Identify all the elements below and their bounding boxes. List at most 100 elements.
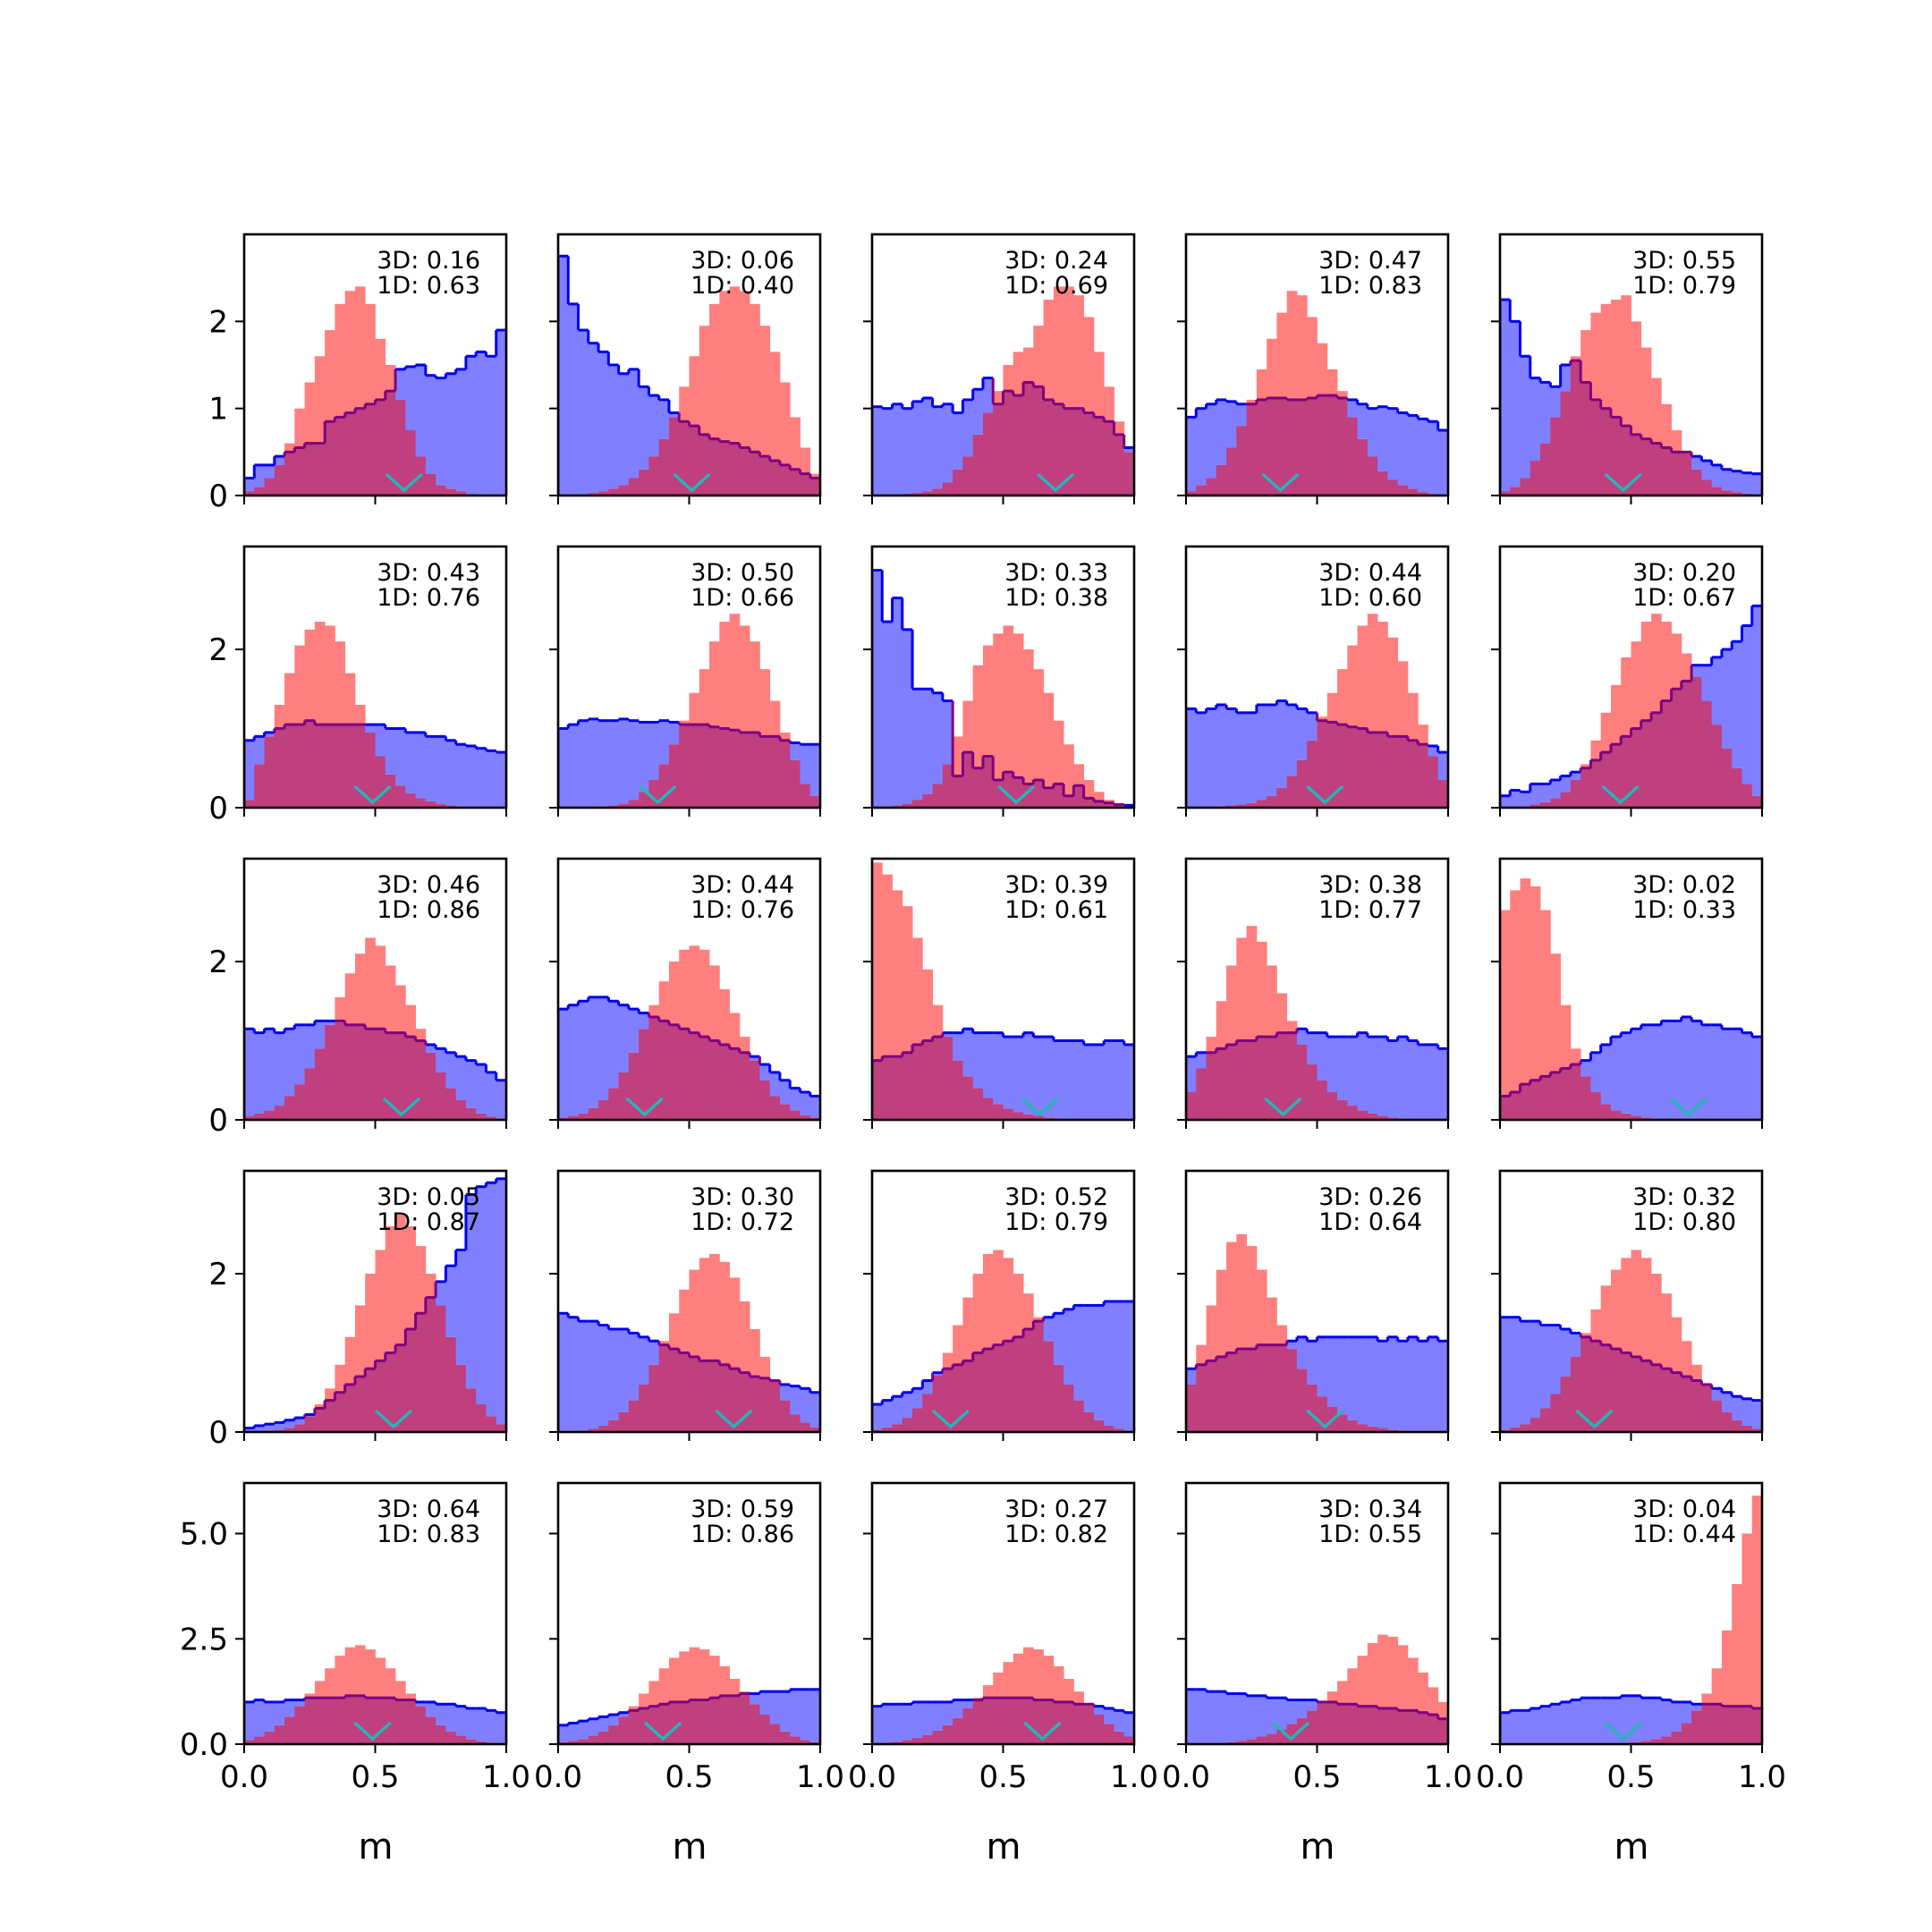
red-bar xyxy=(1307,317,1318,398)
red-bar xyxy=(1206,1037,1217,1053)
histogram-bars xyxy=(1500,1250,1762,1432)
blue-bar xyxy=(568,1004,579,1116)
blue-bar xyxy=(1510,790,1521,808)
red-bar xyxy=(1023,347,1034,383)
overlap-bar xyxy=(274,1106,285,1120)
overlap-bar xyxy=(1732,1706,1742,1744)
overlap-bar xyxy=(800,1740,811,1744)
overlap-bar xyxy=(1721,748,1733,808)
red-bar xyxy=(1023,1293,1034,1329)
red-bar xyxy=(709,965,720,1041)
red-bar xyxy=(1550,953,1562,1072)
histogram-bars xyxy=(1500,604,1762,808)
red-bar xyxy=(648,1004,660,1017)
red-bar xyxy=(1063,744,1074,796)
blue-bar xyxy=(1610,1698,1622,1744)
overlap-bar xyxy=(1530,1080,1541,1120)
overlap-bar xyxy=(1428,756,1439,808)
overlap-bar xyxy=(598,491,609,496)
red-bar xyxy=(1033,1317,1044,1322)
overlap-bar xyxy=(1610,744,1622,808)
label-1d: 1D: 0.83 xyxy=(1318,272,1422,300)
blue-bar xyxy=(1347,1037,1358,1106)
red-bar xyxy=(1043,1656,1055,1700)
overlap-bar xyxy=(1063,408,1074,496)
blue-bar xyxy=(1286,704,1298,776)
overlap-bar xyxy=(1418,1712,1428,1744)
overlap-bar xyxy=(1347,417,1358,496)
red-bar xyxy=(1671,430,1682,453)
overlap-bar xyxy=(1751,1428,1762,1432)
blue-bar xyxy=(922,1380,934,1394)
overlap-bar xyxy=(922,491,934,496)
overlap-bar xyxy=(1296,399,1308,496)
overlap-bar xyxy=(598,1425,609,1432)
overlap-bar xyxy=(709,726,720,808)
blue-bar xyxy=(1256,1695,1267,1737)
x-tick-label: 0.5 xyxy=(665,1759,713,1795)
label-1d: 1D: 0.76 xyxy=(377,584,480,612)
overlap-bar xyxy=(1023,1698,1034,1744)
red-bar xyxy=(719,291,730,442)
overlap-bar xyxy=(314,1408,326,1432)
overlap-bar xyxy=(1357,1424,1368,1432)
overlap-bar xyxy=(1216,464,1227,496)
label-1d: 1D: 0.77 xyxy=(1318,896,1422,924)
estimate-marker xyxy=(673,472,711,493)
overlap-bar xyxy=(1640,1741,1652,1744)
histogram-bars xyxy=(1500,1496,1762,1744)
histogram-bars xyxy=(558,1647,820,1744)
red-bar xyxy=(1387,637,1399,737)
blue-bar xyxy=(1186,1056,1197,1093)
overlap-bar xyxy=(1236,804,1248,808)
blue-bar xyxy=(588,996,599,1108)
blue-bar xyxy=(668,412,680,418)
overlap-bar xyxy=(1367,1113,1378,1120)
blue-bar xyxy=(1043,1037,1055,1118)
overlap-bar xyxy=(1580,382,1591,496)
red-bar xyxy=(274,704,285,729)
overlap-bar xyxy=(264,736,275,808)
blue-bar xyxy=(1751,1037,1762,1120)
overlap-bar xyxy=(558,1117,569,1120)
overlap-bar xyxy=(1013,395,1024,496)
overlap-bar xyxy=(1043,787,1055,808)
blue-bar xyxy=(1560,1701,1572,1744)
label-1d: 1D: 0.72 xyxy=(691,1208,794,1236)
overlap-bar xyxy=(588,1428,599,1432)
blue-bar xyxy=(244,1428,255,1432)
red-bar xyxy=(1640,1258,1652,1361)
overlap-bar xyxy=(436,1305,446,1432)
overlap-bar xyxy=(425,1052,436,1120)
overlap-bar xyxy=(1186,1092,1197,1120)
overlap-bar xyxy=(1387,1707,1399,1744)
blue-bar xyxy=(1236,1693,1248,1741)
overlap-bar xyxy=(1367,456,1378,496)
overlap-bar xyxy=(294,1084,306,1120)
blue-bar xyxy=(254,1425,265,1432)
overlap-bar xyxy=(912,1408,923,1432)
blue-bar xyxy=(993,1032,1004,1105)
red-bar xyxy=(699,949,710,1038)
red-bar xyxy=(335,1656,346,1699)
red-bar xyxy=(354,704,366,725)
blue-bar xyxy=(1570,1333,1581,1357)
overlap-bar xyxy=(1104,1425,1114,1432)
overlap-bar xyxy=(1267,1037,1277,1120)
overlap-bar xyxy=(445,488,457,496)
overlap-bar xyxy=(1033,1115,1044,1120)
blue-bar xyxy=(1580,1060,1591,1077)
blue-bar xyxy=(608,1715,620,1725)
overlap-bar xyxy=(779,464,791,496)
overlap-bar xyxy=(1043,1117,1055,1120)
overlap-bar xyxy=(1236,426,1248,496)
overlap-bar xyxy=(1510,1427,1521,1432)
blue-bar xyxy=(1043,1317,1055,1342)
red-bar xyxy=(1326,369,1338,396)
overlap-bar xyxy=(425,1297,436,1432)
blue-bar xyxy=(982,377,994,413)
overlap-bar xyxy=(1296,1044,1308,1120)
